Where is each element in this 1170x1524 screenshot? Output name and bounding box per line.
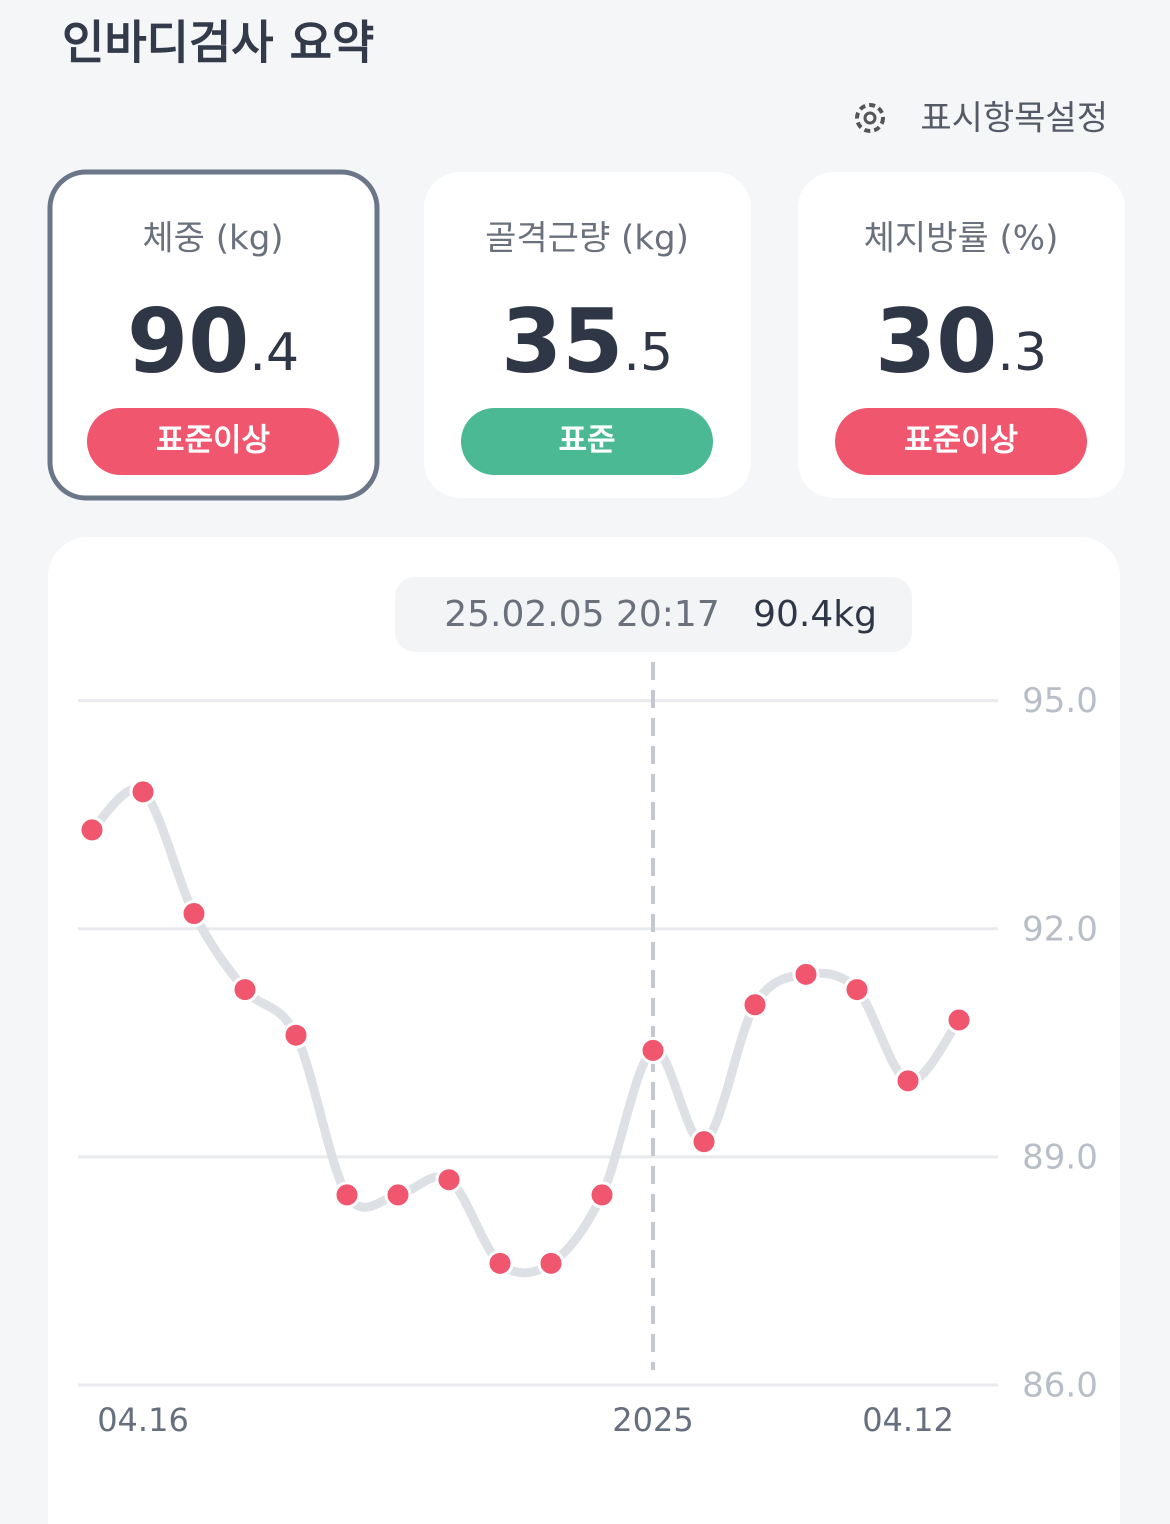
value-decimal: .5: [623, 323, 673, 383]
status-pill: [87, 408, 339, 475]
data-point[interactable]: [792, 960, 820, 988]
card-label: 골격근량 (kg): [485, 219, 689, 259]
data-point[interactable]: [435, 1166, 463, 1194]
tooltip-date: 25.02.05 20:17: [444, 594, 720, 635]
status-label: 표준이상: [156, 423, 270, 459]
x-tick-label: 04.16: [97, 1401, 189, 1439]
value-integer: 90: [127, 290, 249, 393]
data-point[interactable]: [843, 976, 871, 1004]
value-integer: 30: [875, 290, 997, 393]
chart-card: [48, 537, 1120, 1524]
y-tick-label: 95.0: [1022, 681, 1098, 721]
data-point[interactable]: [588, 1181, 616, 1209]
data-point[interactable]: [333, 1181, 361, 1209]
data-point[interactable]: [129, 778, 157, 806]
settings-link[interactable]: 표시항목설정: [920, 99, 1108, 139]
data-point[interactable]: [231, 976, 259, 1004]
x-tick-label: 2025: [612, 1401, 693, 1439]
data-point[interactable]: [537, 1249, 565, 1277]
x-tick-label: 04.12: [862, 1401, 954, 1439]
tooltip-box: [395, 577, 912, 652]
data-point[interactable]: [945, 1006, 973, 1034]
card-value: 30.3: [875, 290, 1047, 393]
status-label: 표준: [558, 423, 615, 459]
data-point[interactable]: [894, 1067, 922, 1095]
data-point[interactable]: [282, 1021, 310, 1049]
page-title: 인바디검사 요약: [62, 16, 374, 70]
data-point[interactable]: [78, 816, 106, 844]
card-label: 체중 (kg): [142, 219, 283, 259]
data-point[interactable]: [741, 991, 769, 1019]
card-value: 90.4: [127, 290, 299, 393]
data-point[interactable]: [180, 900, 208, 928]
data-point[interactable]: [639, 1036, 667, 1064]
card-value: 35.5: [501, 290, 673, 393]
status-pill: [835, 408, 1087, 475]
value-decimal: .3: [997, 323, 1047, 383]
y-tick-label: 89.0: [1022, 1137, 1098, 1177]
data-point[interactable]: [384, 1181, 412, 1209]
settings-icon[interactable]: [855, 103, 885, 133]
gear-hole: [863, 111, 877, 125]
status-label: 표준이상: [904, 423, 1018, 459]
card-label: 체지방률 (%): [864, 219, 1059, 259]
value-integer: 35: [501, 290, 623, 393]
data-point[interactable]: [486, 1249, 514, 1277]
y-tick-label: 86.0: [1022, 1366, 1098, 1406]
gear: [855, 103, 885, 133]
data-point[interactable]: [690, 1128, 718, 1156]
y-tick-label: 92.0: [1022, 909, 1098, 949]
value-decimal: .4: [249, 323, 299, 383]
tooltip-value: 90.4kg: [753, 594, 877, 635]
status-pill: [461, 408, 713, 475]
